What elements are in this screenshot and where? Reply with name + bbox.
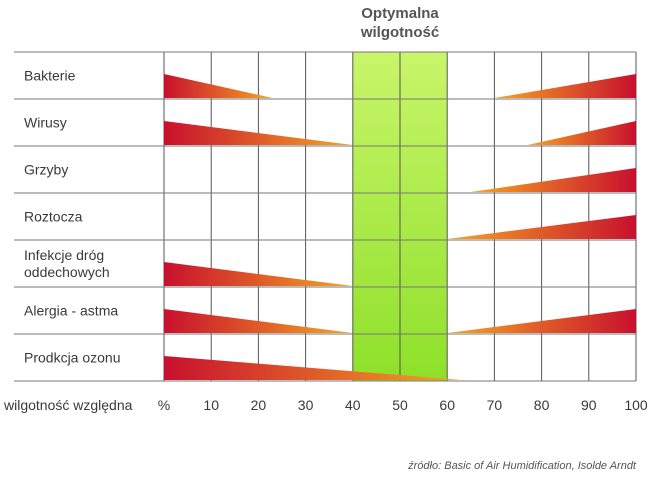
wedge-right [470,168,636,192]
row-label: Prodkcja ozonu [24,350,121,366]
x-tick-label: 70 [487,397,503,413]
x-axis-title: wilgotność względna [3,397,133,413]
wedge-left [164,74,273,98]
wedge-right [494,74,636,98]
row-label: Roztocza [24,209,83,225]
row-label: Infekcje dróg [24,247,104,263]
wedge-right [447,309,636,333]
x-tick-label: 80 [534,397,550,413]
wedge-left [164,121,353,145]
x-tick-label: 100 [624,397,648,413]
x-tick-label: 40 [345,397,361,413]
wedges [164,74,636,380]
wedge-left [164,309,353,333]
x-ticks: % 10 20 30 40 50 60 70 80 90 100 [158,397,648,413]
x-tick-label: 20 [251,397,267,413]
x-tick-label: 60 [439,397,455,413]
row-label: Grzyby [24,162,68,178]
row-label: oddechowych [24,264,110,280]
x-tick-label: 30 [298,397,314,413]
row-labels: Bakterie Wirusy Grzyby Roztocza Infekcje dró… [24,68,121,366]
wedge-right [527,121,636,145]
wedge-left [164,262,353,286]
optimal-title-line-1: Optymalna [361,5,439,22]
x-tick-label: % [158,397,170,413]
optimal-title-line-2: wilgotność [360,24,439,41]
wedge-left [164,356,462,380]
x-tick-label: 90 [581,397,597,413]
row-label: Wirusy [24,115,67,131]
x-tick-label: 50 [392,397,408,413]
source-note: źródło: Basic of Air Humidification, Iso… [407,460,637,472]
row-label: Bakterie [24,68,76,84]
x-tick-label: 10 [203,397,219,413]
row-label: Alergia - astma [24,303,118,319]
wedge-right [447,215,636,239]
